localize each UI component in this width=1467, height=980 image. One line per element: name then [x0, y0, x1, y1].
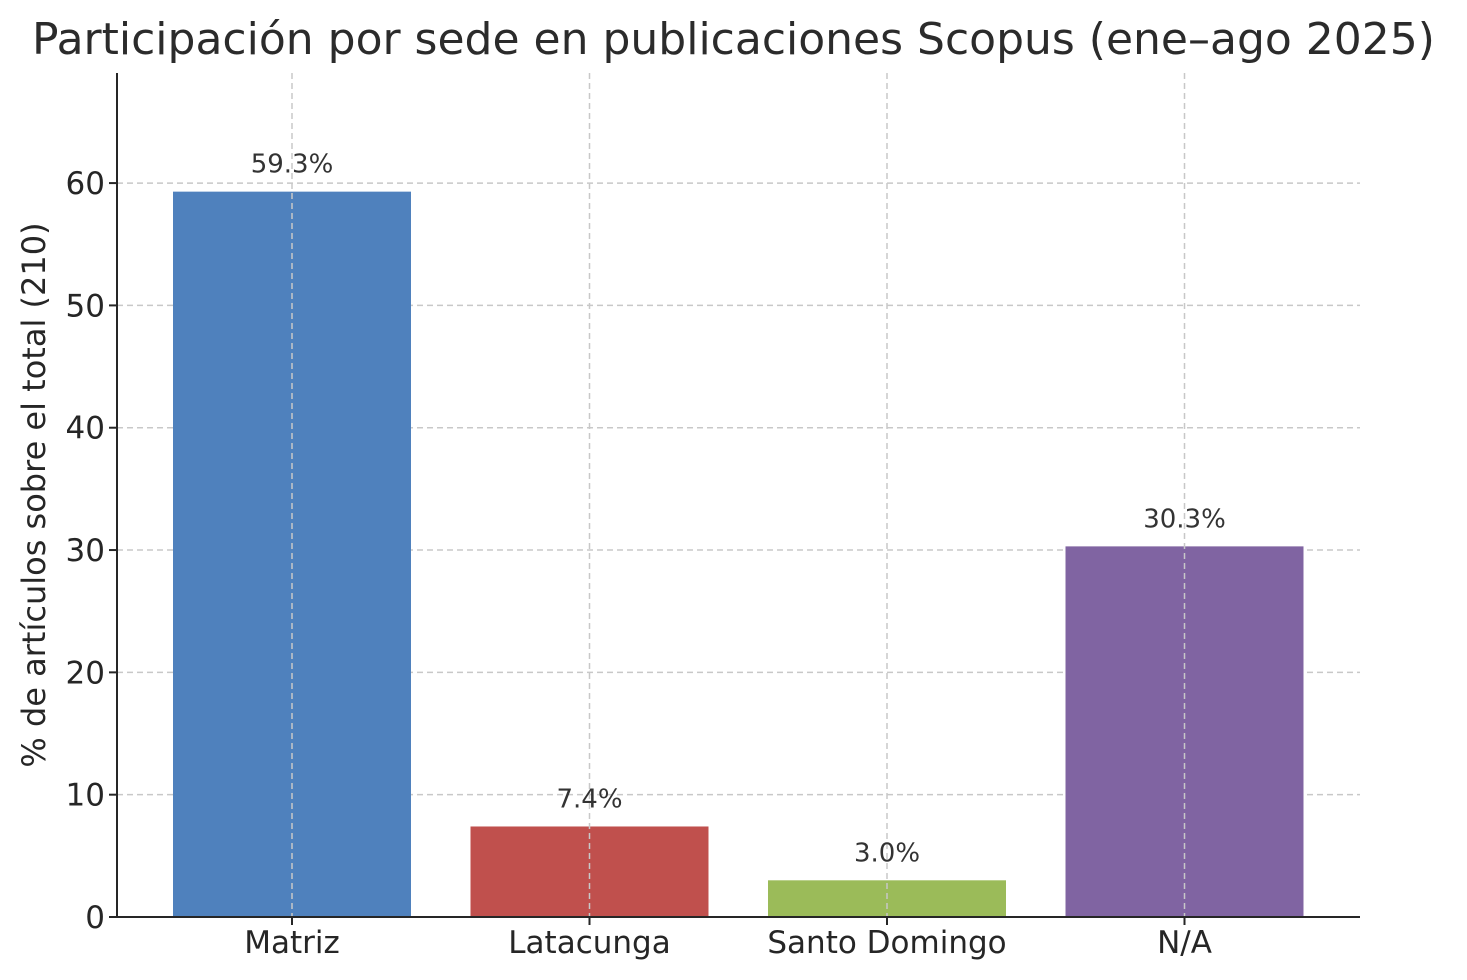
x-tick-label: Latacunga	[508, 925, 670, 961]
axes	[116, 73, 1360, 918]
x-tick-label: N/A	[1157, 925, 1212, 961]
ticks: 0 10 20 30 40 50 60 Matriz Latacunga Santo Doming…	[66, 166, 1212, 961]
data-label: 30.3%	[1143, 504, 1226, 534]
y-tick-label: 50	[66, 288, 105, 324]
data-label: 59.3%	[251, 150, 334, 180]
y-tick-label: 20	[66, 655, 105, 691]
bars	[173, 191, 1304, 917]
x-tick-label: Matriz	[244, 925, 340, 961]
y-tick-label: 0	[85, 900, 105, 936]
y-tick-label: 60	[66, 166, 105, 202]
y-tick-label: 40	[66, 411, 105, 447]
bar	[1065, 546, 1304, 917]
data-label: 7.4%	[556, 784, 622, 814]
bar	[470, 826, 709, 917]
chart-title: Participación por sede en publicaciones …	[32, 14, 1435, 65]
value-labels: 59.3% 7.4% 3.0% 30.3%	[251, 150, 1226, 869]
y-tick-label: 10	[66, 778, 105, 814]
data-label: 3.0%	[854, 838, 920, 868]
x-tick-label: Santo Domingo	[767, 925, 1006, 961]
vertical-grid-lines	[291, 73, 1186, 917]
y-tick-label: 30	[66, 533, 105, 569]
